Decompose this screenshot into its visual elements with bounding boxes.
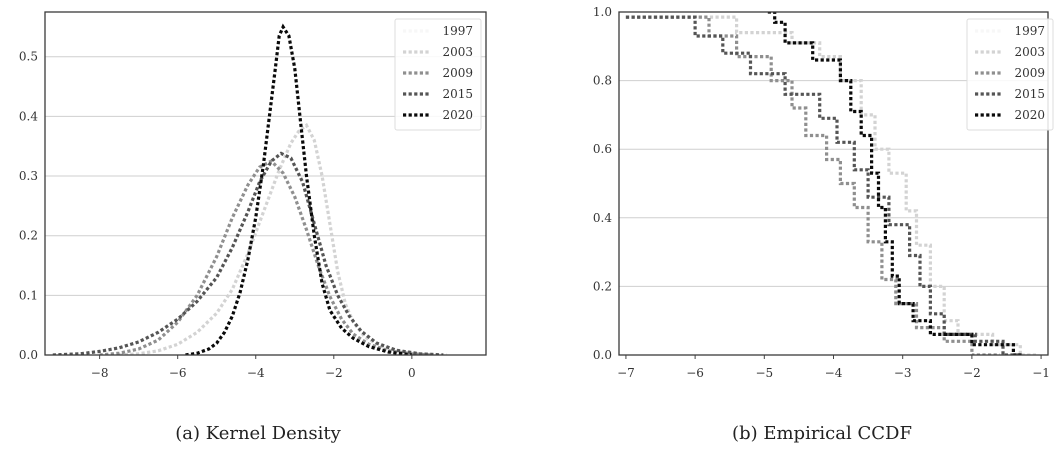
legend-label-1997: 1997	[1014, 24, 1045, 38]
panel-a-kernel-density: 0.0 0.1 0.2 0.3 0.4 0.5 −8 −6 −4 −2 0 1997 2003 2009 2…	[19, 11, 487, 444]
plot-frame	[44, 11, 487, 356]
legend-box	[394, 18, 482, 131]
legend-label-2003: 2003	[1014, 45, 1045, 59]
x-tick-label: −2	[325, 366, 343, 380]
y-tick-label: 1.0	[593, 5, 612, 19]
x-tick-label: −4	[825, 366, 843, 380]
y-tick-label: 0.3	[19, 169, 38, 183]
series-line-2020	[185, 23, 413, 355]
y-tick-label: 0.5	[19, 50, 38, 64]
legend-label-2009: 2009	[1014, 66, 1045, 80]
y-tick-label: 0.0	[19, 348, 38, 362]
x-tick-label: −5	[755, 366, 773, 380]
legend: 1997 2003 2009 2015 2020	[394, 18, 482, 131]
y-tick-label: 0.2	[593, 279, 612, 293]
panel-caption: (a) Kernel Density	[175, 423, 341, 444]
legend-label-1997: 1997	[442, 24, 473, 38]
series-line-2009	[99, 159, 432, 355]
legend-label-2009: 2009	[442, 66, 473, 80]
x-tick-label: −6	[686, 366, 704, 380]
y-tick-label: 0.4	[19, 109, 38, 123]
panel-caption: (b) Empirical CCDF	[732, 423, 912, 444]
legend-label-2020: 2020	[1014, 108, 1045, 122]
panel-b-empirical-ccdf: 0.0 0.2 0.4 0.6 0.8 1.0 −7 −6 −5 −4 −3 −2 −1 1997 2003…	[593, 5, 1054, 444]
x-tick-label: −2	[963, 366, 981, 380]
legend-label-2003: 2003	[442, 45, 473, 59]
series-line-2015	[625, 15, 1021, 355]
x-tick-label: −8	[91, 366, 109, 380]
y-tick-label: 0.8	[593, 74, 612, 88]
legend-label-2015: 2015	[442, 87, 473, 101]
x-tick-label: −7	[617, 366, 635, 380]
legend: 1997 2003 2009 2015 2020	[966, 18, 1054, 131]
x-tick-label: −6	[169, 366, 187, 380]
x-tick-label: −3	[894, 366, 912, 380]
x-tick-label: −4	[247, 366, 265, 380]
series-line-2003	[119, 122, 448, 355]
y-tick-label: 0.1	[19, 288, 38, 302]
plot-frame	[618, 11, 1049, 356]
y-tick-label: 0.0	[593, 348, 612, 362]
y-tick-label: 0.6	[593, 142, 612, 156]
y-tick-label: 0.4	[593, 211, 612, 225]
legend-box	[966, 18, 1054, 131]
series-line-2003	[625, 15, 1038, 355]
legend-label-2015: 2015	[1014, 87, 1045, 101]
legend-label-2020: 2020	[442, 108, 473, 122]
series-line-2009	[625, 15, 1000, 355]
x-tick-label: 0	[408, 366, 416, 380]
x-tick-label: −1	[1032, 366, 1050, 380]
series-line-2020	[767, 12, 1024, 355]
y-tick-label: 0.2	[19, 229, 38, 243]
